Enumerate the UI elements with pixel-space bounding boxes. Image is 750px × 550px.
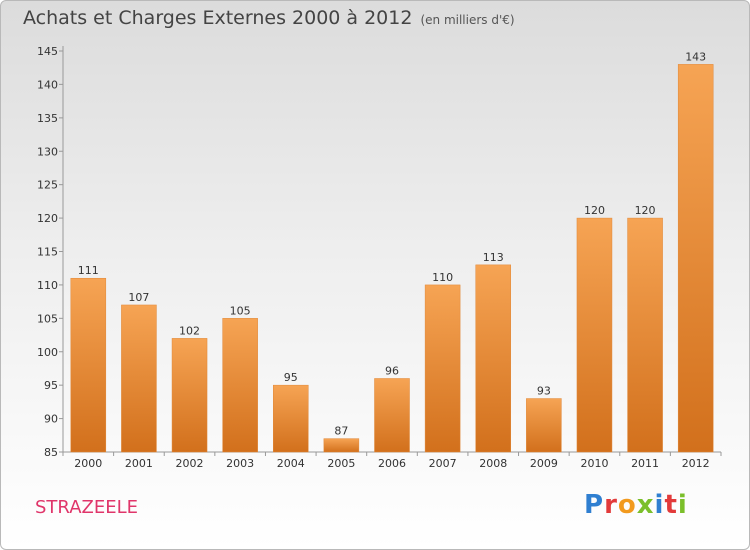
logo-letter: t <box>664 490 678 520</box>
bar-value-label: 143 <box>685 50 706 63</box>
y-tick-label: 90 <box>44 413 58 426</box>
bar-value-label: 111 <box>78 264 99 277</box>
logo-letter: P <box>584 490 605 520</box>
x-tick-label: 2011 <box>631 457 659 470</box>
bar-2002 <box>171 338 208 453</box>
bar-value-label: 102 <box>179 324 200 337</box>
y-tick-label: 95 <box>44 379 58 392</box>
y-tick-label: 120 <box>37 212 58 225</box>
x-tick-label: 2001 <box>125 457 153 470</box>
bar-value-label: 120 <box>584 204 605 217</box>
y-tick-label: 130 <box>37 145 58 158</box>
bar-value-label: 107 <box>128 291 149 304</box>
bar-2012 <box>677 64 714 453</box>
chart-data-labels: 2000 111 2001 107 2002 102 2003 105 2004 95 2005 87… <box>74 50 709 470</box>
x-tick-label: 2012 <box>682 457 710 470</box>
y-tick-label: 125 <box>37 179 58 192</box>
logo-letter: i <box>677 490 688 520</box>
bar-2000 <box>70 277 107 453</box>
y-tick-label: 85 <box>44 446 58 459</box>
bar-2005 <box>323 438 360 453</box>
x-tick-label: 2008 <box>479 457 507 470</box>
chart-bars <box>70 64 714 453</box>
logo-letter: x <box>636 490 655 520</box>
bar-value-label: 113 <box>483 251 504 264</box>
x-tick-label: 2007 <box>429 457 457 470</box>
x-tick-label: 2009 <box>530 457 558 470</box>
bar-2003 <box>222 318 258 453</box>
x-tick-label: 2000 <box>74 457 102 470</box>
bar-2007 <box>424 284 461 453</box>
chart-subtitle: (en milliers d'€) <box>420 13 515 27</box>
bar-2008 <box>475 264 511 453</box>
bar-2011 <box>627 217 663 453</box>
logo-letter: r <box>604 490 618 520</box>
bar-value-label: 95 <box>284 371 298 384</box>
y-tick-label: 100 <box>37 346 58 359</box>
x-tick-label: 2003 <box>226 457 254 470</box>
y-tick-label: 145 <box>37 45 58 58</box>
y-tick-label: 115 <box>37 246 58 259</box>
bar-2004 <box>273 384 309 453</box>
bar-2009 <box>526 398 562 453</box>
y-tick-label: 140 <box>37 78 58 91</box>
bar-2001 <box>121 304 157 453</box>
y-tick-label: 110 <box>37 279 58 292</box>
x-tick-label: 2006 <box>378 457 406 470</box>
bar-value-label: 120 <box>635 204 656 217</box>
bar-value-label: 93 <box>537 385 551 398</box>
bar-value-label: 96 <box>385 364 399 377</box>
bar-value-label: 110 <box>432 271 453 284</box>
y-tick-label: 105 <box>37 312 58 325</box>
commune-name: STRAZEELE <box>35 497 138 518</box>
y-tick-label: 135 <box>37 112 58 125</box>
x-tick-label: 2002 <box>176 457 204 470</box>
chart-title: Achats et Charges Externes 2000 à 2012 (e… <box>23 7 515 29</box>
logo-letter: i <box>654 490 665 520</box>
x-tick-label: 2005 <box>327 457 355 470</box>
bar-2010 <box>576 217 613 453</box>
x-tick-label: 2004 <box>277 457 305 470</box>
proxiti-logo: Proxiti <box>584 490 688 520</box>
x-tick-label: 2010 <box>580 457 608 470</box>
bar-value-label: 87 <box>334 425 348 438</box>
chart-title-text: Achats et Charges Externes 2000 à 2012 <box>23 7 413 29</box>
bar-2006 <box>374 378 410 453</box>
logo-letter: o <box>617 490 637 520</box>
bar-value-label: 105 <box>230 304 251 317</box>
